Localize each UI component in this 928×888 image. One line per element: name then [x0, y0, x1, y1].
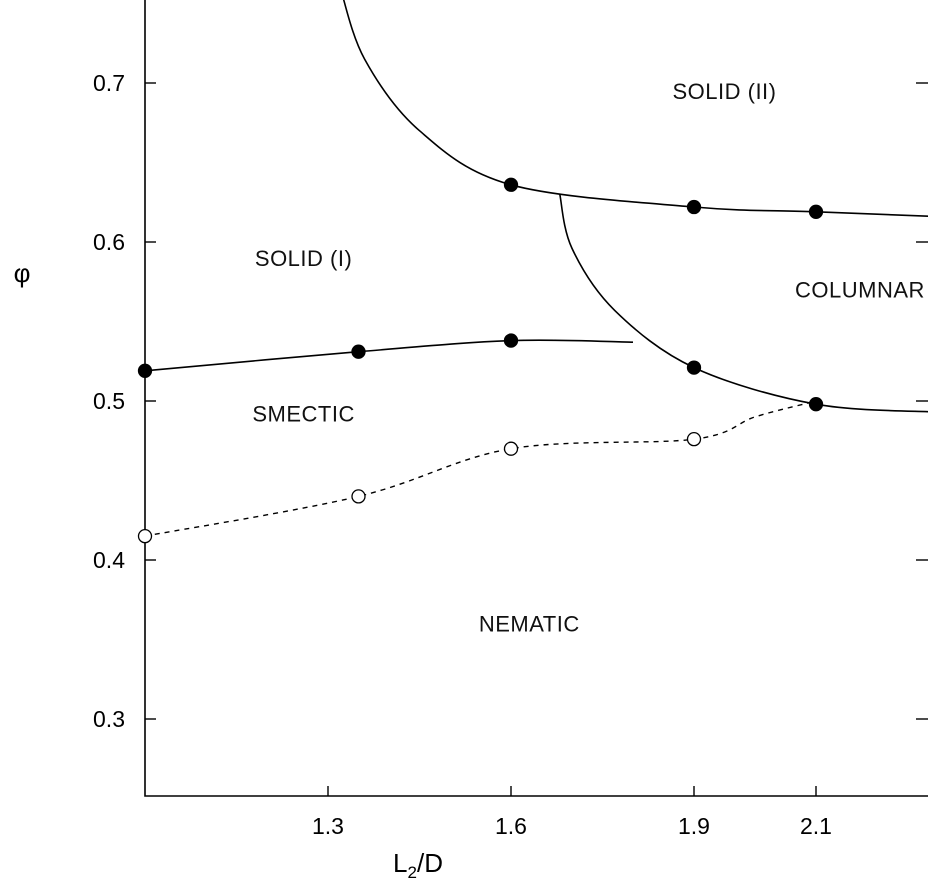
x-tick-label: 1.6: [495, 813, 527, 839]
x-axis-ticks: 1.3 1.6 1.9 2.1: [312, 786, 832, 839]
solid-boundary-curve: [559, 194, 928, 413]
filled-data-point: [808, 397, 824, 412]
y-tick-label: 0.3: [93, 706, 125, 732]
filled-data-point: [137, 363, 153, 378]
y-tick-label: 0.4: [93, 547, 125, 573]
solid-boundary-curve: [342, 0, 928, 218]
x-axis-title-main: L: [393, 848, 407, 878]
region-labels: SOLID (II) SOLID (I) COLUMNAR SMECTIC NEMATI…: [252, 79, 925, 637]
x-tick-label: 2.1: [800, 813, 832, 839]
solid-boundary-curve: [144, 339, 634, 372]
data-points: [137, 177, 824, 544]
filled-data-point: [503, 177, 519, 192]
x-tick-label: 1.3: [312, 813, 344, 839]
filled-data-point: [503, 333, 519, 348]
y-tick-label: 0.5: [93, 388, 125, 414]
open-data-point: [137, 529, 153, 544]
filled-data-point: [686, 199, 702, 215]
filled-data-point: [686, 360, 702, 375]
dashed-boundary-curve: [144, 401, 811, 537]
region-label: COLUMNAR: [795, 278, 925, 303]
region-label: SOLID (II): [672, 79, 776, 104]
filled-data-point: [808, 204, 824, 219]
axes: [144, 0, 928, 797]
y-tick-label: 0.7: [93, 70, 125, 96]
open-data-point: [686, 432, 702, 447]
region-label: SOLID (I): [255, 246, 352, 271]
region-label: NEMATIC: [479, 612, 580, 637]
x-axis-title-tail: /D: [417, 848, 443, 878]
x-axis-title: L2/D: [393, 848, 443, 882]
y-axis-ticks: 0.3 0.4 0.5 0.6 0.7: [93, 70, 928, 732]
x-axis-title-subscript: 2: [408, 863, 417, 882]
open-data-point: [351, 489, 366, 504]
open-data-point: [503, 441, 519, 456]
region-label: SMECTIC: [252, 402, 355, 427]
plot-frame: [144, 0, 928, 797]
y-axis-title: φ: [14, 258, 31, 288]
y-tick-label: 0.6: [93, 229, 125, 255]
filled-data-point: [351, 344, 366, 359]
x-tick-label: 1.9: [678, 813, 710, 839]
